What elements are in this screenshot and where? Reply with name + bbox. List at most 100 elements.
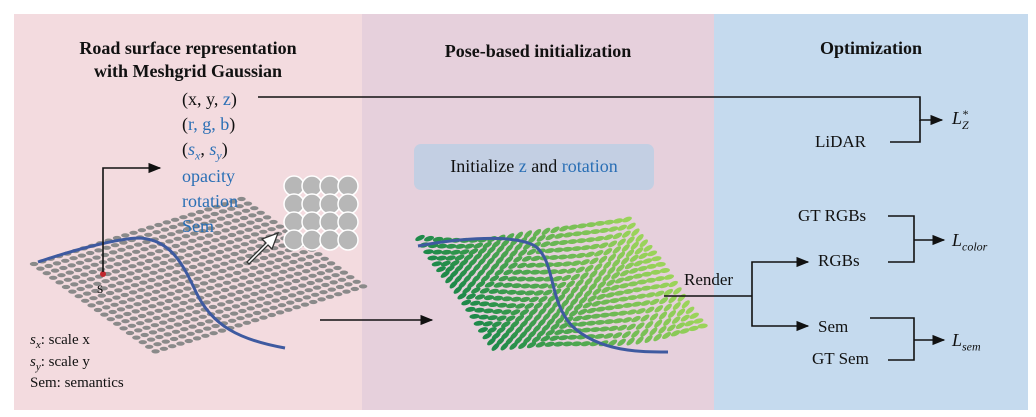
green-gaussian-ellipse bbox=[473, 320, 484, 326]
gaussian-ellipse bbox=[287, 267, 296, 272]
green-gaussian-ellipse bbox=[601, 286, 611, 294]
green-gaussian-ellipse bbox=[469, 313, 480, 319]
gaussian-ellipse bbox=[87, 303, 96, 308]
gaussian-ellipse bbox=[139, 280, 148, 285]
green-gaussian-ellipse bbox=[550, 323, 560, 331]
attr-color-rgb: r, g, b bbox=[188, 114, 230, 134]
green-gaussian-ellipse bbox=[540, 241, 551, 248]
gaussian-ellipse bbox=[218, 209, 228, 214]
init-and: and bbox=[526, 156, 562, 176]
green-gaussian-ellipse bbox=[675, 322, 686, 330]
gaussian-ellipse bbox=[68, 289, 77, 294]
green-gaussian-ellipse bbox=[538, 283, 549, 289]
gaussian-ellipse bbox=[134, 328, 143, 333]
gaussian-ellipse bbox=[152, 230, 161, 235]
gaussian-ellipse bbox=[179, 300, 188, 306]
green-gaussian-ellipse bbox=[584, 251, 595, 258]
attr-scale-close: ) bbox=[221, 139, 228, 159]
gaussian-ellipse bbox=[210, 271, 219, 276]
gaussian-ellipse bbox=[190, 257, 200, 262]
green-gaussian-ellipse bbox=[467, 280, 476, 288]
green-gaussian-ellipse bbox=[575, 266, 585, 274]
gaussian-ellipse bbox=[325, 268, 334, 273]
gaussian-ellipse bbox=[242, 294, 251, 299]
gaussian-ellipse bbox=[148, 244, 157, 249]
gaussian-ellipse bbox=[289, 286, 299, 291]
attr-scale-sy: s bbox=[209, 139, 217, 159]
green-gaussian-ellipse bbox=[431, 261, 442, 267]
green-gaussian-ellipse bbox=[477, 327, 489, 333]
green-gaussian-ellipse bbox=[493, 282, 504, 288]
gaussian-ellipse bbox=[199, 281, 209, 286]
green-gaussian-ellipse bbox=[645, 306, 655, 314]
gaussian-ellipse bbox=[44, 263, 53, 269]
gaussian-ellipse bbox=[166, 291, 175, 296]
gaussian-ellipse bbox=[152, 315, 161, 321]
green-gaussian-ellipse bbox=[484, 281, 495, 288]
green-gaussian-ellipse bbox=[578, 296, 588, 305]
green-gaussian-ellipse bbox=[518, 341, 528, 350]
green-gaussian-ellipse bbox=[432, 236, 444, 242]
gaussian-ellipse bbox=[213, 230, 222, 236]
green-gaussian-ellipse bbox=[649, 327, 658, 336]
green-gaussian-ellipse bbox=[591, 300, 602, 307]
green-gaussian-ellipse bbox=[580, 341, 591, 347]
sem-label: Sem bbox=[818, 317, 849, 336]
green-gaussian-ellipse bbox=[599, 227, 610, 233]
gaussian-ellipse bbox=[133, 242, 143, 247]
green-gaussian-ellipse bbox=[597, 281, 607, 289]
green-gaussian-ellipse bbox=[510, 296, 522, 302]
green-gaussian-ellipse bbox=[624, 262, 634, 270]
gaussian-ellipse bbox=[169, 336, 179, 342]
green-gaussian-ellipse bbox=[617, 310, 628, 316]
gaussian-ellipse bbox=[74, 294, 84, 299]
attr-scale-sy-sub: y bbox=[216, 148, 222, 163]
loss-color-sub: color bbox=[962, 239, 988, 254]
gaussian-ellipse bbox=[128, 290, 138, 295]
gaussian-ellipse bbox=[242, 234, 251, 240]
green-gaussian-ellipse bbox=[553, 341, 564, 347]
gaussian-ellipse bbox=[105, 290, 115, 296]
green-gaussian-ellipse bbox=[520, 283, 531, 289]
green-gaussian-ellipse bbox=[635, 234, 644, 243]
green-gaussian-ellipse bbox=[572, 315, 583, 322]
gaussian-ellipse bbox=[142, 239, 151, 245]
gaussian-ellipse bbox=[106, 317, 116, 322]
gaussian-ellipse bbox=[233, 297, 243, 302]
gaussian-ellipse bbox=[145, 344, 154, 349]
green-gaussian-ellipse bbox=[519, 296, 531, 303]
loss-color: Lcolor bbox=[952, 230, 987, 255]
grid-gaussian bbox=[283, 229, 305, 251]
gaussian-ellipse bbox=[181, 234, 191, 239]
loss-z: L * Z bbox=[952, 108, 969, 131]
green-gaussian-ellipse bbox=[631, 301, 642, 307]
grid-gaussian bbox=[319, 193, 341, 215]
gaussian-ellipse bbox=[129, 316, 138, 321]
green-gaussian-ellipse bbox=[659, 282, 670, 289]
gaussian-ellipse bbox=[125, 304, 134, 309]
gaussian-ellipse bbox=[208, 278, 217, 283]
road-surface-title: Road surface representation with Meshgri… bbox=[14, 37, 362, 83]
gaussian-ellipse bbox=[314, 252, 323, 257]
gaussian-ellipse bbox=[188, 264, 198, 270]
attr-position-suffix: ) bbox=[230, 89, 237, 109]
gaussian-ellipse bbox=[337, 277, 347, 282]
gaussian-ellipse bbox=[192, 310, 201, 315]
gaussian-ellipse bbox=[281, 288, 290, 293]
green-gaussian-ellipse bbox=[654, 276, 666, 282]
initialize-box: Initialize z and rotation bbox=[414, 144, 654, 190]
green-gaussian-ellipse bbox=[579, 284, 588, 293]
render-to-rgbs-arrow bbox=[751, 256, 810, 296]
green-gaussian-ellipse bbox=[492, 295, 504, 301]
gaussian-ellipse bbox=[269, 305, 278, 310]
gaussian-ellipse bbox=[200, 221, 209, 226]
green-gaussian-ellipse bbox=[603, 248, 613, 256]
gaussian-ellipse bbox=[139, 306, 149, 311]
gaussian-ellipse bbox=[215, 249, 225, 255]
gaussian-ellipse bbox=[243, 201, 253, 206]
gaussian-ellipse bbox=[252, 225, 262, 230]
green-gaussian-ellipse bbox=[468, 248, 479, 255]
green-gaussian-ellipse bbox=[575, 252, 586, 259]
gaussian-ellipse bbox=[146, 311, 155, 316]
gaussian-ellipse bbox=[119, 266, 129, 271]
